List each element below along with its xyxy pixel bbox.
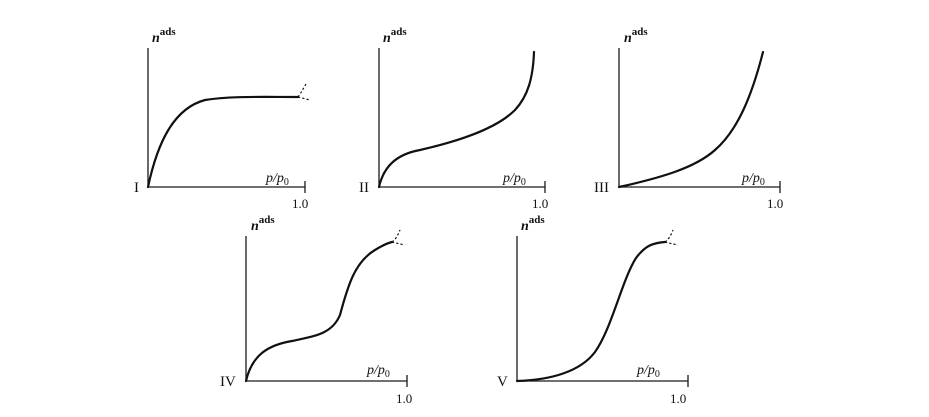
panel-V-dashed-continuation — [664, 229, 679, 246]
panel-IV-x-tick-label: 1.0 — [396, 391, 412, 406]
panel-II-x-tick-label: 1.0 — [532, 196, 548, 211]
panel-I-x-tick-label: 1.0 — [292, 196, 308, 211]
panel-IV: nads p/p0 1.0 IV — [220, 214, 412, 406]
panel-III-label: III — [594, 180, 609, 196]
panel-II: nads p/p0 1.0 II — [359, 26, 548, 211]
panel-II-label: II — [359, 180, 369, 196]
panel-V-y-label: nads — [521, 214, 545, 234]
panel-IV-dashed-continuation — [391, 229, 406, 246]
panel-II-curve — [377, 50, 536, 189]
panel-V-x-tick-label: 1.0 — [670, 391, 686, 406]
panel-II-x-label: p/p0 — [502, 171, 526, 188]
panel-V-x-label: p/p0 — [636, 363, 660, 380]
panel-I-curve — [146, 95, 300, 189]
panel-I-y-label: nads — [152, 26, 176, 46]
panel-IV-curve — [244, 240, 394, 383]
panel-III-x-tick-label: 1.0 — [767, 196, 783, 211]
panel-IV-x-label: p/p0 — [366, 363, 390, 380]
panel-IV-label: IV — [220, 374, 236, 390]
panel-V-label: V — [497, 374, 508, 390]
panel-I-x-label: p/p0 — [265, 171, 289, 188]
panel-III: nads p/p0 1.0 III — [594, 26, 783, 211]
panel-I-dashed-continuation — [297, 83, 311, 101]
panel-III-x-label: p/p0 — [741, 171, 765, 188]
panel-I-label: I — [134, 180, 139, 196]
panel-III-curve — [617, 50, 765, 189]
panel-IV-y-label: nads — [251, 214, 275, 234]
panel-II-y-label: nads — [383, 26, 407, 46]
panel-I: nads p/p0 1.0 I — [134, 26, 311, 211]
panel-V: nads p/p0 1.0 V — [497, 214, 689, 406]
panel-V-curve — [515, 240, 667, 383]
panel-III-y-label: nads — [624, 26, 648, 46]
